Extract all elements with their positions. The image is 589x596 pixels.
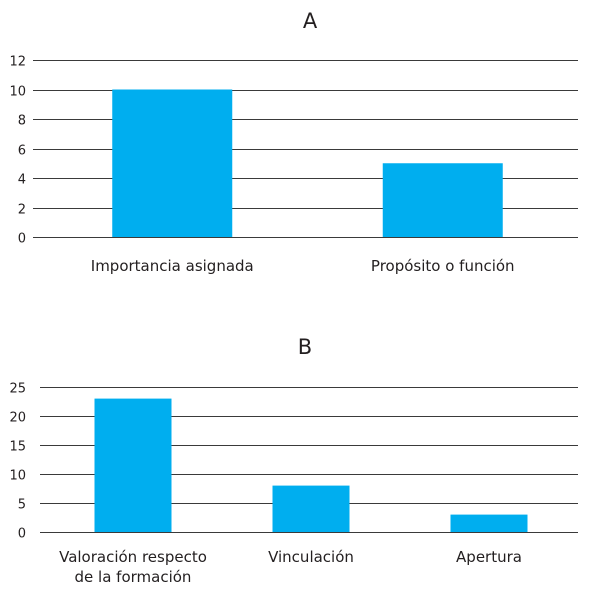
chart-a-category-label-0: Importancia asignada	[91, 257, 254, 275]
chart-b-ytick-label-2: 10	[9, 469, 26, 484]
chart-a-ytick-label-0: 0	[18, 232, 26, 247]
chart-b-ytick-label-3: 15	[9, 440, 26, 455]
chart-a-ytick-label-3: 6	[18, 144, 26, 159]
chart-b-ytick-label-4: 20	[9, 411, 26, 426]
chart-b-bar-0	[94, 398, 172, 532]
chart-a-title: A	[303, 9, 318, 33]
chart-a-bar-1	[382, 163, 503, 237]
chart-b-bar-2	[450, 514, 528, 532]
chart-a-ytick-label-1: 2	[18, 203, 26, 218]
chart-b: 0 5 10 15 20 25 Valoración respecto de la forma…	[9, 335, 578, 586]
chart-b-category-label-0-line-0: Valoración respecto	[59, 548, 207, 566]
chart-b-category-label-0-line-1: de la formación	[75, 568, 192, 586]
chart-b-category-label-2: Apertura	[456, 548, 522, 566]
chart-a-ytick-label-4: 8	[18, 114, 26, 129]
chart-a-ytick-label-2: 4	[18, 173, 26, 188]
chart-b-bar-1	[272, 485, 350, 532]
chart-a-ytick-label-5: 10	[9, 85, 26, 100]
chart-b-ytick-label-5: 25	[9, 382, 26, 397]
chart-a-bar-0	[112, 89, 233, 237]
chart-a: 0 2 4 6 8 10 12 Importancia asignada Propósito o…	[9, 9, 578, 275]
chart-b-ytick-label-1: 5	[18, 498, 26, 513]
chart-b-category-label-1: Vinculación	[268, 548, 354, 566]
chart-a-category-label-1: Propósito o función	[371, 257, 515, 275]
chart-b-title: B	[298, 335, 312, 359]
chart-b-ytick-label-0: 0	[18, 527, 26, 542]
chart-a-ytick-label-6: 12	[9, 55, 26, 70]
